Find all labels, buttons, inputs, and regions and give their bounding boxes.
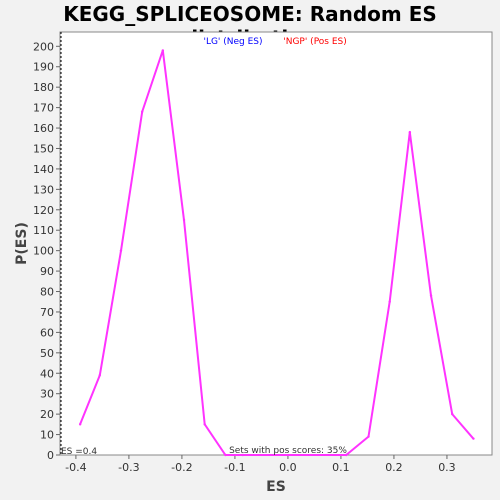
y-tick-label: 170 (33, 102, 54, 115)
y-tick-label: 10 (40, 429, 54, 442)
y-axis-label: P(ES) (14, 222, 30, 265)
x-tick-label: 0.3 (438, 461, 456, 474)
series-line (79, 50, 475, 456)
y-tick-label: 120 (33, 204, 54, 217)
y-tick-label: 140 (33, 163, 54, 176)
y-tick-label: 0 (47, 449, 54, 462)
y-tick-label: 150 (33, 142, 54, 155)
data-point (241, 453, 245, 457)
data-point (98, 374, 101, 377)
y-tick-label: 180 (33, 81, 54, 94)
x-tick-label: -0.3 (118, 461, 139, 474)
x-tick-label: 0.2 (385, 461, 403, 474)
x-tick-label: 0.1 (332, 461, 350, 474)
data-point (472, 437, 475, 440)
y-tick-label: 130 (33, 183, 54, 196)
x-tick-label: -0.2 (171, 461, 192, 474)
y-tick-label: 190 (33, 61, 54, 74)
data-point (367, 435, 370, 438)
data-point (451, 412, 454, 416)
data-point (408, 130, 412, 134)
data-point (161, 49, 165, 52)
data-point (345, 453, 348, 457)
y-tick-label: 110 (33, 224, 54, 237)
x-tick-label: 0.0 (279, 461, 297, 474)
data-point (119, 249, 123, 252)
y-tick-label: 50 (40, 347, 54, 360)
legend-neg: 'LG' (Neg ES) (203, 37, 262, 47)
data-point (429, 294, 433, 297)
y-tick-label: 90 (40, 265, 54, 278)
y-tick-label: 20 (40, 408, 54, 421)
data-point (203, 423, 206, 426)
legend-pos: 'NGP' (Pos ES) (283, 37, 347, 47)
annotation-pos-scores: Sets with pos scores: 35% (229, 446, 347, 456)
x-tick-label: -0.4 (65, 461, 86, 474)
y-tick-label: 80 (40, 286, 54, 299)
y-tick-label: 100 (33, 245, 54, 258)
data-point (224, 453, 227, 457)
y-tick-label: 40 (40, 367, 54, 380)
y-tick-label: 60 (40, 326, 54, 339)
y-tick-label: 160 (33, 122, 54, 135)
y-tick-label: 30 (40, 388, 54, 401)
plot-area (59, 31, 493, 456)
x-tick-label: -0.1 (224, 461, 245, 474)
annotation-es: ES =0.4 (61, 447, 97, 457)
data-point (140, 110, 144, 113)
y-tick-label: 70 (40, 306, 54, 319)
y-tick-label: 200 (33, 40, 54, 53)
data-point (182, 218, 186, 222)
data-point (388, 300, 391, 303)
data-point (78, 423, 82, 426)
x-axis-label: ES (266, 479, 286, 495)
